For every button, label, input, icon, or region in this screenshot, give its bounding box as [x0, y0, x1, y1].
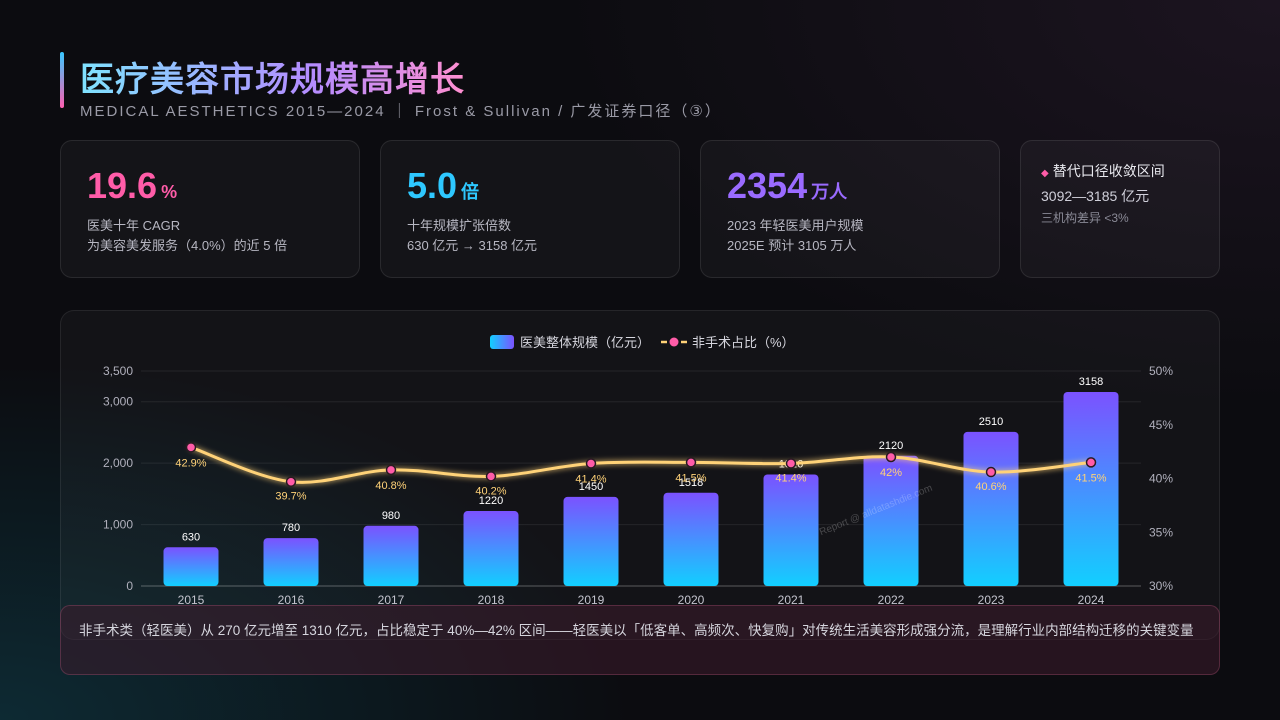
kpi-card-multiple: 5.0 倍 十年规模扩张倍数 630 亿元 → 3158 亿元	[380, 140, 680, 278]
y-right-tick-label: 35%	[1149, 525, 1173, 539]
legend-label-size: 医美整体规模（亿元）	[520, 335, 650, 350]
x-tick-label: 2019	[578, 593, 605, 607]
ratio-point	[385, 464, 397, 476]
x-tick-label: 2024	[1078, 593, 1105, 607]
y-left-tick-label: 1,000	[103, 518, 133, 532]
y-right-tick-label: 50%	[1149, 364, 1173, 378]
legend-line-marker	[669, 337, 679, 347]
kpi-detail: 630 亿元 → 3158 亿元	[407, 238, 538, 253]
ratio-point	[585, 458, 597, 469]
ratio-point	[1085, 457, 1097, 468]
ratio-value-label: 39.7%	[275, 491, 306, 503]
bar	[663, 492, 719, 586]
kpi-label: 2023 年轻医美用户规模	[727, 218, 864, 233]
bar	[1063, 392, 1119, 586]
kpi-label: 医美十年 CAGR	[87, 218, 181, 233]
bar	[463, 511, 519, 586]
legend-bar-swatch	[490, 335, 514, 349]
bar-value-label: 980	[382, 510, 400, 522]
y-left-tick-label: 0	[126, 579, 133, 593]
ratio-point	[985, 466, 997, 478]
ratio-series-line	[189, 445, 1093, 484]
ratio-value-label: 40.8%	[375, 480, 406, 492]
x-tick-label: 2018	[478, 593, 505, 607]
bar-value-label: 2120	[879, 440, 903, 452]
y-right-tick-label: 45%	[1149, 418, 1173, 432]
ratio-point	[185, 442, 197, 453]
diamond-icon: ◆	[1041, 168, 1049, 179]
bar-value-label: 630	[182, 531, 200, 543]
y-left-tick-label: 3,000	[103, 395, 133, 409]
y-left-tick-label: 3,500	[103, 364, 133, 378]
bar-value-label: 3158	[1079, 376, 1103, 388]
ratio-point	[285, 476, 297, 487]
bar	[163, 547, 219, 586]
ratio-point	[485, 471, 497, 482]
y-right-tick-label: 40%	[1149, 472, 1173, 486]
kpi-value: 2354 万人	[727, 165, 848, 206]
kpi-detail: 为美容美发服务（4.0%）的近 5 倍	[87, 238, 288, 253]
side-card-title: ◆ 替代口径收敛区间	[1041, 163, 1165, 179]
ratio-point	[885, 451, 897, 463]
bar	[363, 525, 419, 586]
page-title: 医疗美容市场规模高增长	[80, 52, 465, 101]
ratio-value-label: 40.6%	[975, 481, 1006, 493]
side-card-range-value: 3092—3185 亿元	[1041, 188, 1150, 204]
x-tick-label: 2016	[278, 593, 305, 607]
ratio-value-label: 41.4%	[575, 473, 606, 485]
kpi-label: 十年规模扩张倍数	[407, 218, 512, 233]
y-left-tick-label: 2,000	[103, 456, 133, 470]
bar-value-label: 1518	[679, 477, 703, 489]
ratio-value-label: 42.9%	[175, 457, 206, 469]
x-tick-label: 2023	[978, 593, 1005, 607]
bar	[963, 431, 1019, 586]
side-card-note: 三机构差异 <3%	[1041, 211, 1129, 225]
ratio-value-label: 41.4%	[775, 472, 806, 484]
kpi-value: 19.6%	[87, 165, 178, 206]
ratio-value-label: 40.2%	[475, 485, 506, 497]
bar-value-label: 780	[282, 522, 300, 534]
bar-value-label: 2510	[979, 416, 1003, 428]
x-tick-label: 2015	[178, 593, 205, 607]
ratio-value-label: 41.5%	[675, 472, 706, 484]
ratio-value-label: 41.5%	[1075, 472, 1106, 484]
kpi-value: 5.0 倍	[407, 165, 480, 206]
x-tick-label: 2020	[678, 593, 705, 607]
x-tick-label: 2017	[378, 593, 405, 607]
bar-value-label: 1450	[579, 481, 603, 493]
market-size-chart: 医美整体规模（亿元） 非手术占比（%） 0 1,000 2,000 3,000 3,500 3…	[103, 335, 1173, 607]
bar	[263, 538, 319, 586]
bar-value-label: 1220	[479, 495, 503, 507]
bar	[563, 496, 619, 586]
bar	[863, 455, 919, 586]
chart-panel: 医美整体规模（亿元） 非手术占比（%） 0 1,000 2,000 3,000 3,500 3…	[60, 310, 1220, 640]
insight-note: 非手术类（轻医美）从 270 亿元增至 1310 亿元，占比稳定于 40%—42…	[60, 605, 1220, 675]
y-right-tick-label: 30%	[1149, 579, 1173, 593]
kpi-detail: 2025E 预计 3105 万人	[727, 238, 857, 253]
x-tick-label: 2021	[778, 593, 805, 607]
ratio-point	[685, 457, 697, 468]
ratio-point	[785, 458, 797, 469]
legend-label-ratio: 非手术占比（%）	[692, 335, 795, 350]
ratio-value-label: 42%	[880, 467, 902, 479]
page-subtitle: MEDICAL AESTHETICS 2015—2024 ｜ Frost & S…	[80, 103, 722, 120]
bar	[763, 474, 819, 586]
kpi-card-cagr: 19.6% 医美十年 CAGR 为美容美发服务（4.0%）的近 5 倍	[60, 140, 360, 278]
kpi-card-users: 2354 万人 2023 年轻医美用户规模 2025E 预计 3105 万人	[700, 140, 1000, 278]
title-accent-bar	[60, 52, 64, 108]
x-tick-label: 2022	[878, 593, 905, 607]
side-card-range: ◆ 替代口径收敛区间 3092—3185 亿元 三机构差异 <3%	[1020, 140, 1220, 278]
